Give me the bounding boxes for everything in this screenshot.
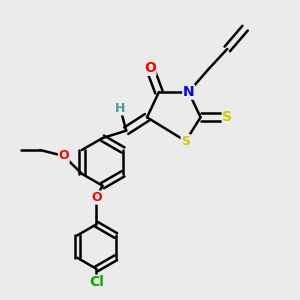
Text: H: H: [115, 102, 125, 115]
Text: N: N: [183, 85, 194, 99]
Text: S: S: [222, 110, 232, 124]
Text: O: O: [58, 149, 69, 162]
Text: S: S: [181, 135, 190, 148]
Text: O: O: [144, 61, 156, 75]
Text: O: O: [91, 191, 102, 204]
Text: Cl: Cl: [89, 275, 104, 289]
